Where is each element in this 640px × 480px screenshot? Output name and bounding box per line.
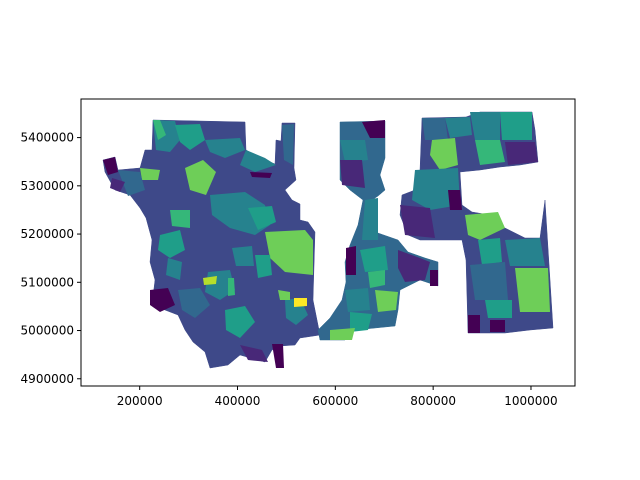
- region-patch: [362, 120, 385, 138]
- y-tick-label: 5000000: [21, 324, 74, 338]
- region-patch: [468, 315, 480, 333]
- region-patch: [178, 288, 210, 318]
- region-patch: [340, 140, 368, 162]
- region-patch: [350, 312, 372, 332]
- region-patch: [166, 258, 182, 280]
- region-patch: [203, 276, 217, 285]
- region-patch: [232, 246, 254, 266]
- region-patch: [485, 300, 512, 318]
- region-patch: [265, 230, 313, 275]
- region-patch: [294, 298, 307, 307]
- region-patch: [278, 290, 290, 300]
- region-patch: [422, 118, 448, 140]
- region-patch: [475, 140, 505, 165]
- x-tick-label: 1000000: [504, 394, 557, 408]
- region-patch: [345, 288, 370, 312]
- region-patch: [360, 246, 388, 272]
- x-axis: 200000 400000 600000 800000 1000000: [117, 386, 558, 408]
- region-patch: [248, 206, 276, 230]
- region-patch: [430, 138, 458, 170]
- region-patch: [140, 168, 160, 180]
- region-patch: [398, 250, 430, 282]
- region-patch: [150, 288, 175, 312]
- region-patch: [515, 268, 550, 312]
- x-tick-label: 200000: [117, 394, 163, 408]
- region-patch: [240, 345, 268, 362]
- region-patch: [478, 238, 502, 265]
- region-patch: [368, 270, 385, 288]
- region-patch: [210, 192, 270, 235]
- region-patch: [175, 124, 205, 150]
- region-patch: [153, 120, 166, 140]
- region-patch: [500, 112, 532, 140]
- y-tick-label: 5300000: [21, 179, 74, 193]
- region-patch: [470, 112, 500, 140]
- region-patch: [448, 190, 462, 210]
- region-patch: [346, 246, 356, 275]
- region-patch: [330, 328, 355, 340]
- region-patch: [505, 142, 538, 165]
- region-patch: [430, 270, 438, 286]
- region-polygons: [102, 111, 554, 369]
- region-patch: [185, 160, 216, 195]
- region-patch: [225, 306, 255, 338]
- y-tick-label: 5100000: [21, 275, 74, 289]
- x-tick-label: 400000: [215, 394, 261, 408]
- region-patch: [490, 320, 505, 332]
- region-patch: [205, 138, 245, 158]
- region-patch: [375, 290, 398, 312]
- region-patch: [118, 170, 145, 196]
- region-patch: [400, 205, 435, 238]
- region-patch: [445, 117, 472, 138]
- x-tick-label: 800000: [410, 394, 456, 408]
- region-patch: [240, 150, 276, 172]
- axes-frame: [80, 98, 576, 387]
- region-patch: [465, 212, 505, 240]
- y-tick-label: 5400000: [21, 131, 74, 145]
- y-tick-label: 4900000: [21, 372, 74, 386]
- y-tick-label: 5200000: [21, 227, 74, 241]
- region-patch: [412, 168, 460, 210]
- x-tick-label: 600000: [312, 394, 358, 408]
- region-patch: [170, 210, 190, 228]
- region-patch: [255, 255, 272, 278]
- region-patch: [250, 172, 272, 178]
- region-patch: [228, 278, 235, 296]
- region-patch: [158, 230, 185, 258]
- east-patches: [400, 112, 550, 333]
- region-patch: [110, 178, 125, 192]
- region-patch: [103, 157, 118, 175]
- west-patches: [103, 120, 313, 368]
- central-patches: [330, 120, 438, 340]
- y-axis: 4900000 5000000 5100000 5200000 5300000 54000…: [21, 131, 81, 386]
- region-patch: [340, 160, 365, 188]
- region-patch: [505, 238, 545, 266]
- region-patch: [362, 198, 378, 240]
- region-patch: [272, 344, 284, 368]
- region-patch: [282, 124, 294, 165]
- region-patch: [470, 262, 508, 300]
